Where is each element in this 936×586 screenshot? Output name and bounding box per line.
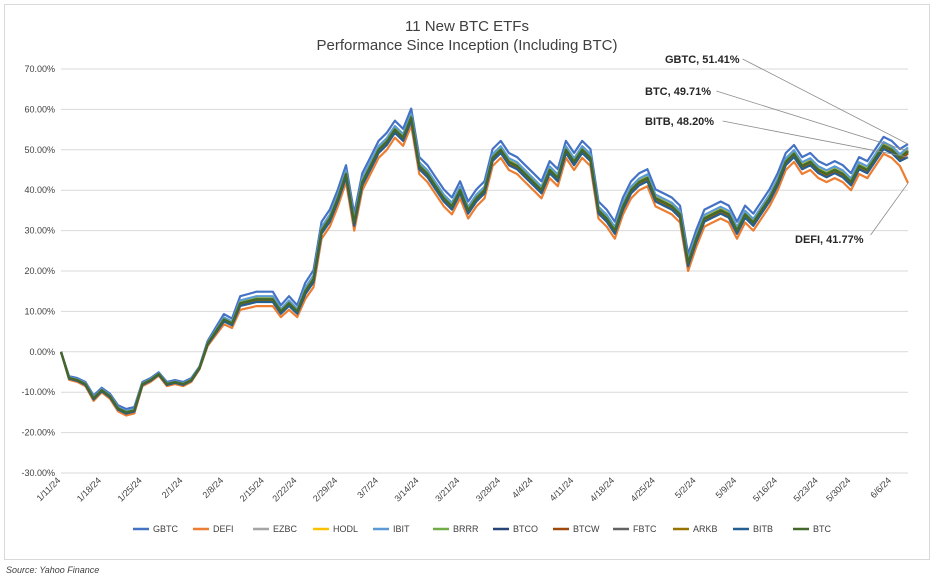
x-tick-label: 3/14/24 [392, 475, 420, 503]
x-tick-label: 4/11/24 [548, 475, 576, 503]
x-tick-label: 5/16/24 [751, 475, 779, 503]
x-tick-label: 2/22/24 [270, 475, 298, 503]
callout-leader [870, 182, 909, 236]
chart-title: 11 New BTC ETFs [405, 18, 529, 35]
y-tick-label: 30.00% [24, 226, 55, 236]
legend-label-hodl: HODL [333, 524, 358, 534]
series-line-arkb [59, 116, 909, 414]
x-tick-label: 5/23/24 [792, 475, 820, 503]
legend-label-arkb: ARKB [693, 524, 718, 534]
y-tick-label: 60.00% [24, 104, 55, 114]
legend-label-ibit: IBIT [393, 524, 410, 534]
series-line-gbtc [59, 107, 909, 411]
chart-subtitle: Performance Since Inception (Including B… [317, 37, 618, 54]
legend-label-btco: BTCO [513, 524, 538, 534]
x-tick-label: 5/30/24 [824, 475, 852, 503]
series-lines [59, 107, 909, 417]
callout-label-btc: BTC, 49.71% [645, 86, 711, 98]
y-tick-label: -20.00% [21, 428, 55, 438]
x-tick-label: 4/4/24 [510, 475, 535, 500]
y-tick-label: 0.00% [29, 347, 55, 357]
series-line-ezbc [59, 114, 909, 413]
callout-label-gbtc: GBTC, 51.41% [665, 54, 740, 66]
legend-label-bitb: BITB [753, 524, 773, 534]
y-axis-ticks: 70.00% 60.00% 50.00% 40.00% 30.00% 20.00% 10.0… [21, 64, 55, 478]
legend: GBTC DEFI EZBC HODL IBIT BRRR BTCO BTCW FBTC ARKB… [133, 524, 832, 534]
x-tick-label: 1/18/24 [75, 475, 103, 503]
callout-label-bitb: BITB, 48.20% [645, 116, 714, 128]
x-tick-label: 1/11/24 [35, 475, 63, 503]
legend-label-fbtc: FBTC [633, 524, 657, 534]
legend-label-defi: DEFI [213, 524, 234, 534]
chart-frame: 11 New BTC ETFs Performance Since Incept… [4, 4, 930, 560]
series-line-ibit [59, 112, 909, 413]
x-tick-label: 2/8/24 [201, 475, 226, 500]
legend-label-btcw: BTCW [573, 524, 600, 534]
y-tick-label: 50.00% [24, 145, 55, 155]
callout-leader [722, 120, 909, 158]
callout-label-defi: DEFI, 41.77% [795, 234, 864, 246]
y-tick-label: -30.00% [21, 468, 55, 478]
legend-label-btc: BTC [813, 524, 832, 534]
y-tick-label: 70.00% [24, 64, 55, 74]
x-tick-label: 3/28/24 [474, 475, 502, 503]
x-tick-label: 4/18/24 [588, 475, 616, 503]
series-line-btc [59, 116, 909, 414]
callout-leader [742, 58, 909, 145]
series-line-brrr [59, 115, 909, 414]
legend-label-gbtc: GBTC [153, 524, 179, 534]
x-tick-label: 5/2/24 [673, 475, 698, 500]
y-tick-label: -10.00% [21, 387, 55, 397]
y-tick-label: 10.00% [24, 306, 55, 316]
x-tick-label: 3/21/24 [433, 475, 461, 503]
grid-lines [61, 68, 908, 474]
x-tick-label: 6/6/24 [868, 475, 893, 500]
x-tick-label: 2/1/24 [160, 475, 185, 500]
callouts: GBTC, 51.41% BTC, 49.71% BITB, 48.20% DEFI,… [645, 54, 909, 246]
x-tick-label: 2/29/24 [311, 475, 339, 503]
source-note: Source: Yahoo Finance [6, 565, 100, 575]
x-tick-label: 3/7/24 [355, 475, 380, 500]
x-axis-ticks: 1/11/24 1/18/24 1/25/24 2/1/24 2/8/24 2/15/24… [35, 475, 894, 503]
x-tick-label: 2/15/24 [238, 475, 266, 503]
x-tick-label: 5/9/24 [714, 475, 739, 500]
y-tick-label: 40.00% [24, 185, 55, 195]
series-line-hodl [59, 115, 909, 413]
x-tick-label: 1/25/24 [116, 475, 144, 503]
legend-label-ezbc: EZBC [273, 524, 298, 534]
series-line-fbtc [59, 116, 909, 414]
x-tick-label: 4/25/24 [629, 475, 657, 503]
callout-leader [716, 90, 909, 152]
legend-label-brrr: BRRR [453, 524, 479, 534]
y-tick-label: 20.00% [24, 266, 55, 276]
line-chart: 11 New BTC ETFs Performance Since Incept… [21, 18, 909, 534]
